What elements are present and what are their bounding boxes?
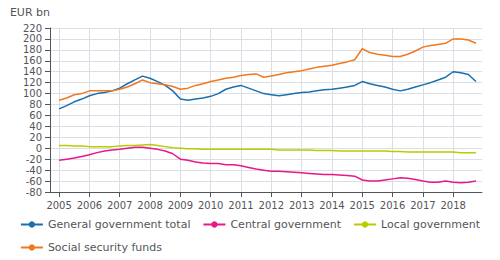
- svg-text:20: 20: [29, 132, 42, 143]
- svg-text:2010: 2010: [198, 200, 223, 211]
- svg-text:2008: 2008: [137, 200, 162, 211]
- svg-text:2009: 2009: [168, 200, 193, 211]
- svg-text:40: 40: [29, 121, 42, 132]
- svg-text:2016: 2016: [380, 200, 405, 211]
- svg-text:200: 200: [23, 33, 42, 44]
- svg-text:80: 80: [29, 99, 42, 110]
- svg-text:2013: 2013: [289, 200, 314, 211]
- svg-text:General government total: General government total: [48, 218, 191, 231]
- svg-text:60: 60: [29, 110, 42, 121]
- svg-text:220: 220: [23, 23, 42, 34]
- svg-text:Local government: Local government: [381, 218, 481, 231]
- svg-text:Social security funds: Social security funds: [48, 241, 162, 254]
- svg-text:2017: 2017: [410, 200, 435, 211]
- svg-text:EUR bn: EUR bn: [10, 6, 50, 19]
- svg-text:2014: 2014: [319, 200, 344, 211]
- svg-text:2012: 2012: [259, 200, 284, 211]
- svg-text:2011: 2011: [228, 200, 253, 211]
- svg-text:0: 0: [36, 143, 42, 154]
- svg-text:2005: 2005: [46, 200, 71, 211]
- svg-text:2015: 2015: [350, 200, 375, 211]
- svg-text:-20: -20: [26, 154, 42, 165]
- svg-text:Central government: Central government: [230, 218, 341, 231]
- svg-text:2006: 2006: [77, 200, 102, 211]
- svg-text:180: 180: [23, 44, 42, 55]
- svg-text:160: 160: [23, 55, 42, 66]
- svg-text:2007: 2007: [107, 200, 132, 211]
- svg-text:-40: -40: [26, 165, 42, 176]
- svg-text:-60: -60: [26, 176, 42, 187]
- svg-text:140: 140: [23, 66, 42, 77]
- svg-text:2018: 2018: [440, 200, 465, 211]
- svg-text:-80: -80: [26, 187, 42, 198]
- svg-text:120: 120: [23, 77, 42, 88]
- svg-text:100: 100: [23, 88, 42, 99]
